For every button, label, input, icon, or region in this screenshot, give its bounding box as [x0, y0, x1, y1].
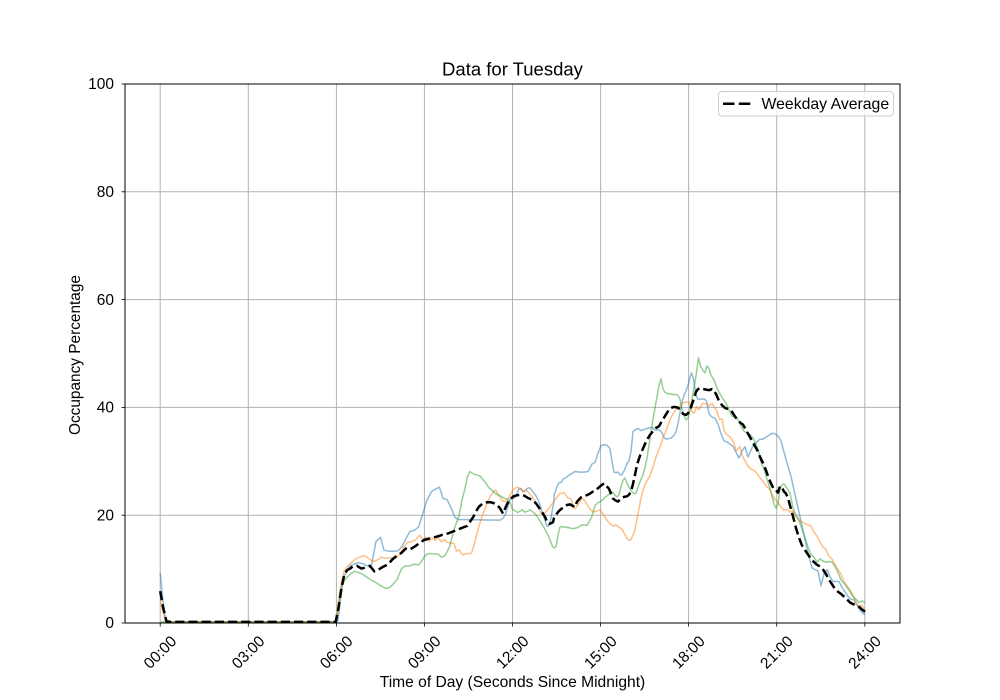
svg-text:60: 60 [97, 292, 115, 309]
svg-text:20: 20 [97, 507, 115, 524]
svg-text:80: 80 [97, 184, 115, 201]
svg-text:Occupancy Percentage: Occupancy Percentage [67, 275, 84, 435]
svg-text:0: 0 [105, 615, 114, 632]
svg-text:Weekday Average: Weekday Average [762, 96, 890, 113]
svg-text:100: 100 [88, 76, 114, 93]
svg-text:Time of Day (Seconds Since Mid: Time of Day (Seconds Since Midnight) [380, 674, 646, 691]
svg-text:Data for Tuesday: Data for Tuesday [442, 59, 584, 80]
svg-text:40: 40 [97, 400, 115, 417]
